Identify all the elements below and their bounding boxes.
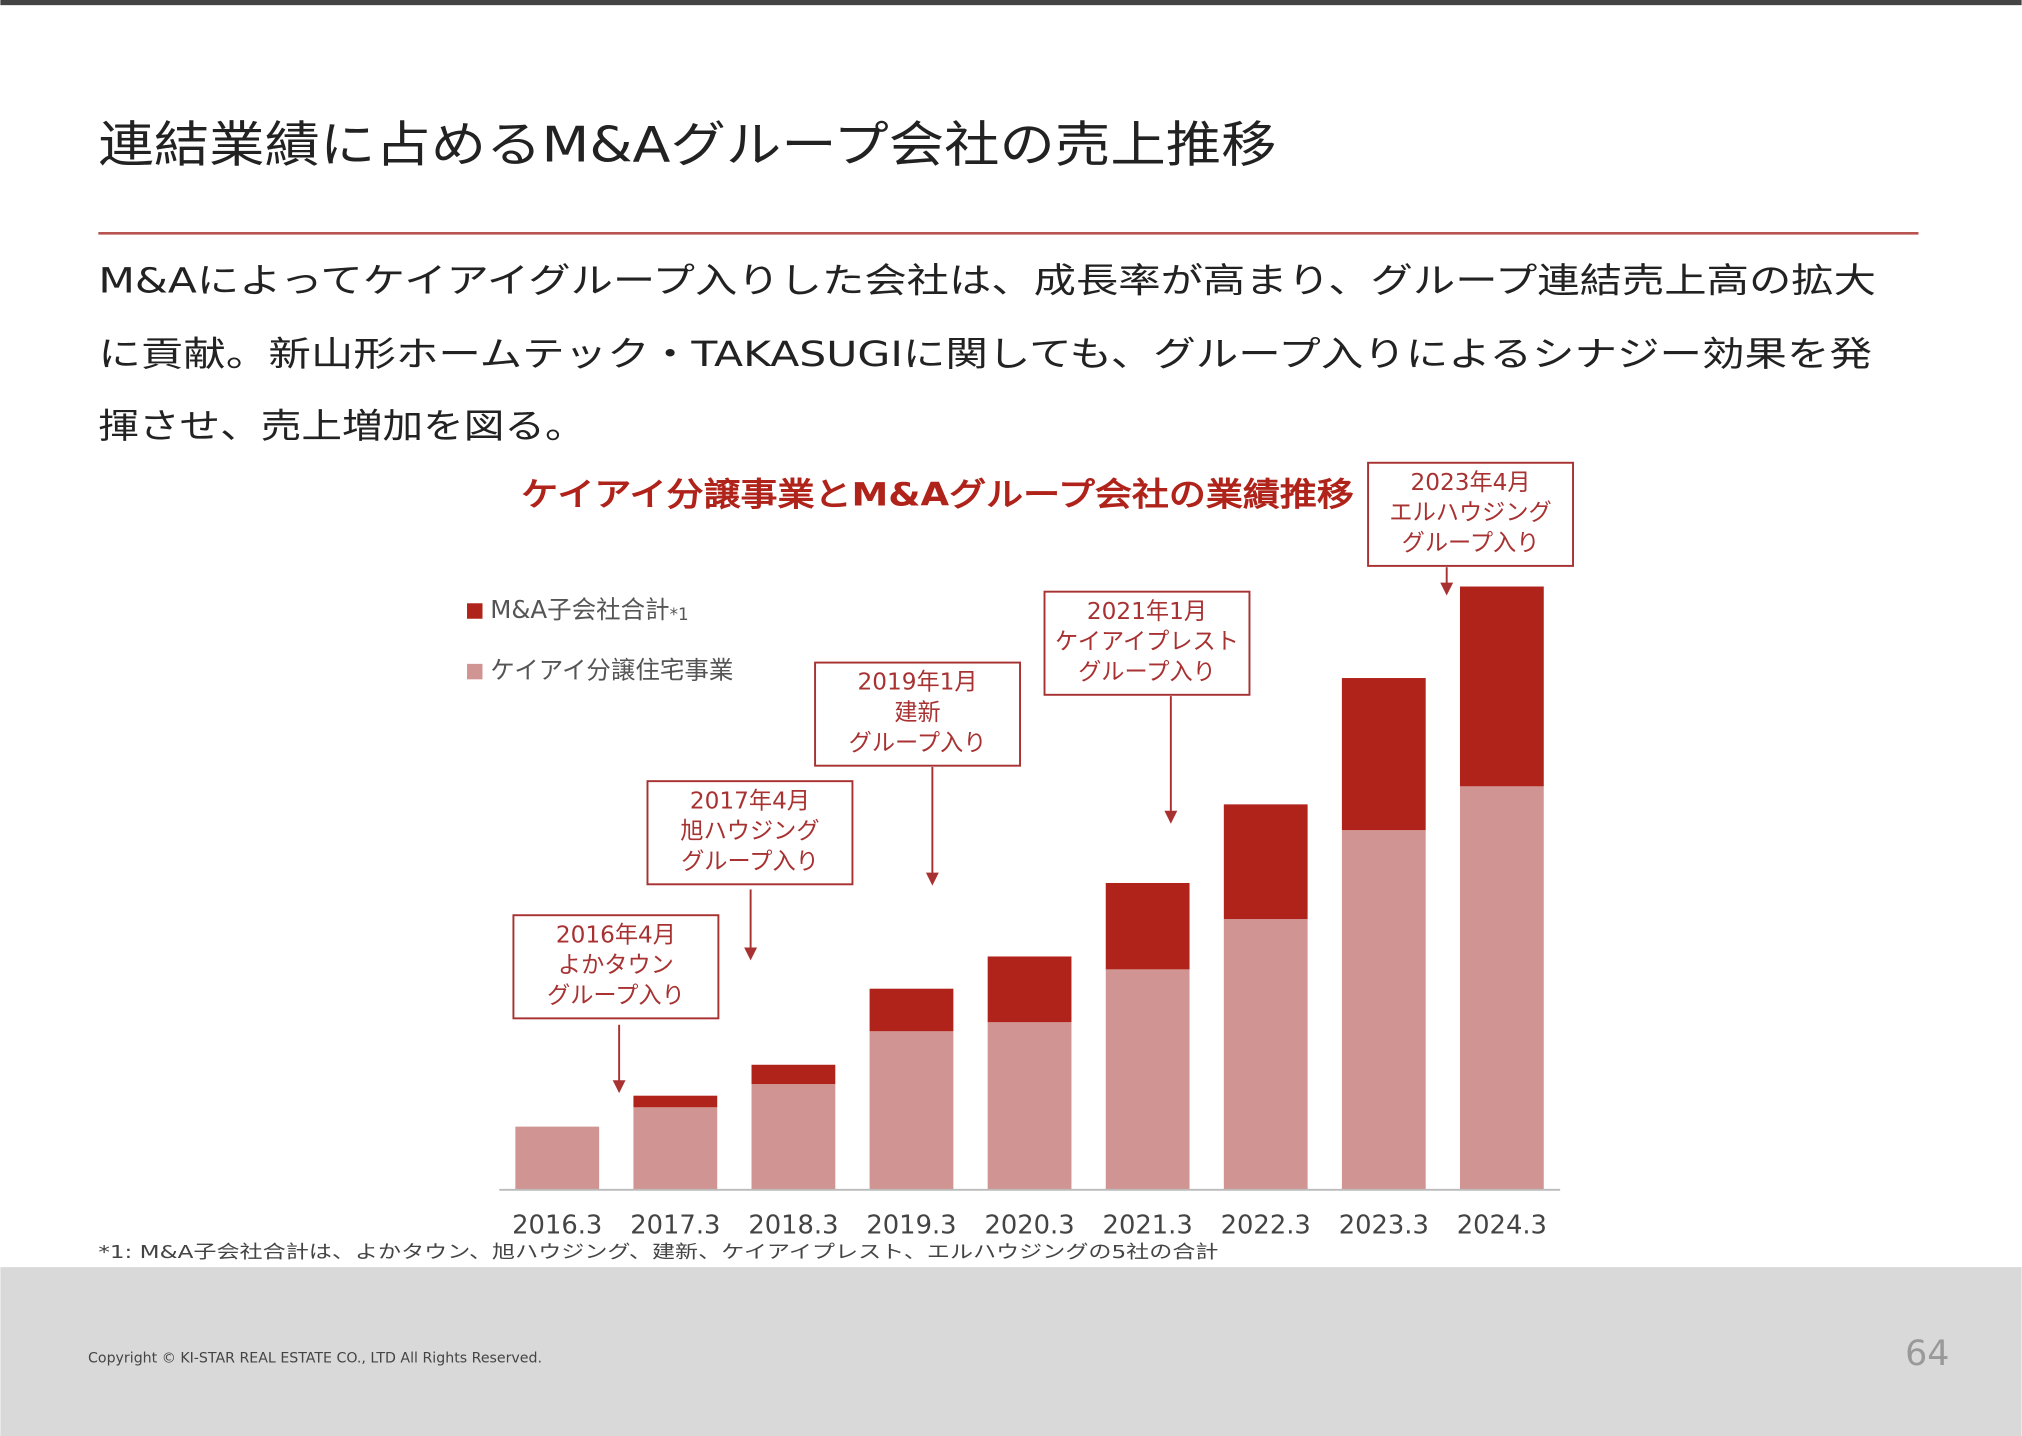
x-tick-label: 2022.3 <box>1221 1210 1311 1240</box>
bar-segment <box>987 1022 1072 1190</box>
page-number: 64 <box>1905 1334 1949 1374</box>
chart-title: ケイアイ分譲事業とM&Aグループ会社の業績推移 <box>521 475 1354 513</box>
callout-box <box>512 914 720 1020</box>
slide-title: 連結業績に占めるM&Aグループ会社の売上推移 <box>98 117 1276 174</box>
x-tick-label: 2024.3 <box>1457 1210 1547 1240</box>
bar-segment <box>633 1095 718 1108</box>
legend-swatch <box>467 663 483 680</box>
body-line: に貢献。新山形ホームテック・TAKASUGIに関しても、グループ入りによるシナジ… <box>98 335 1872 375</box>
body-line: M&Aによってケイアイグループ入りした会社は、成長率が高まり、グループ連結売上高… <box>98 261 1876 301</box>
callout-arrowhead <box>1440 582 1454 596</box>
footer-band <box>0 1267 2022 1436</box>
callout-text: よかタウン <box>558 952 674 979</box>
callout-text: 旭ハウジング <box>680 818 819 845</box>
bar-segment <box>751 1064 836 1085</box>
callout-box <box>814 661 1021 767</box>
bar-segment <box>869 1031 954 1190</box>
callout-text: 2017年4月 <box>690 787 810 814</box>
callout-text: 2019年1月 <box>857 669 977 696</box>
callout-text: エルハウジング <box>1389 499 1551 526</box>
callout-box <box>1367 461 1574 567</box>
bar-segment <box>1459 786 1544 1190</box>
bar-segment <box>1341 830 1426 1190</box>
legend-label: M&A子会社合計*1 <box>490 595 688 624</box>
body-line: 揮させ、売上増加を図る。 <box>98 407 585 447</box>
callout-text: グループ入り <box>681 848 819 875</box>
callout-text: 建新 <box>894 699 940 726</box>
bar-segment <box>869 988 954 1032</box>
legend-note: *1 <box>670 604 689 624</box>
callout-text: ケイアイプレスト <box>1055 628 1239 655</box>
callout-box <box>646 780 854 886</box>
callout-text: グループ入り <box>547 982 685 1009</box>
bar-segment <box>1223 804 1308 920</box>
callout-text: グループ入り <box>1402 529 1540 556</box>
x-tick-label: 2016.3 <box>512 1210 602 1240</box>
bar-segment <box>1223 919 1308 1190</box>
bar-segment <box>1105 882 1190 970</box>
callout-arrowhead <box>925 872 939 886</box>
x-tick-label: 2023.3 <box>1339 1210 1429 1240</box>
bar-segment <box>1341 678 1426 831</box>
x-tick-label: 2018.3 <box>748 1210 838 1240</box>
bar-segment <box>515 1126 600 1190</box>
legend-swatch <box>467 603 483 619</box>
x-tick-label: 2019.3 <box>866 1210 956 1240</box>
bar-segment <box>633 1107 718 1190</box>
callout-text: 2023年4月 <box>1410 469 1530 496</box>
callout-arrowhead <box>612 1080 626 1094</box>
callout-arrowhead <box>744 947 758 961</box>
bar-segment <box>1459 586 1544 787</box>
bar-segment <box>1105 969 1190 1190</box>
callout-box <box>1043 590 1251 696</box>
footnote: *1: M&A子会社合計は、よかタウン、旭ハウジング、建新、ケイアイプレスト、エ… <box>98 1242 1218 1263</box>
x-tick-label: 2020.3 <box>984 1210 1074 1240</box>
bar-segment <box>751 1084 836 1190</box>
bar-segment <box>987 956 1072 1023</box>
legend-label: ケイアイ分譲住宅事業 <box>490 656 733 685</box>
x-tick-label: 2017.3 <box>630 1210 720 1240</box>
callout-text: グループ入り <box>1078 658 1216 685</box>
callout-text: 2021年1月 <box>1087 598 1207 625</box>
x-tick-label: 2021.3 <box>1103 1210 1193 1240</box>
top-bar <box>0 0 2022 6</box>
callout-text: グループ入り <box>849 729 987 756</box>
callout-arrowhead <box>1164 810 1178 824</box>
callout-text: 2016年4月 <box>556 921 676 948</box>
copyright: Copyright © KI-STAR REAL ESTATE CO., LTD… <box>88 1351 542 1367</box>
